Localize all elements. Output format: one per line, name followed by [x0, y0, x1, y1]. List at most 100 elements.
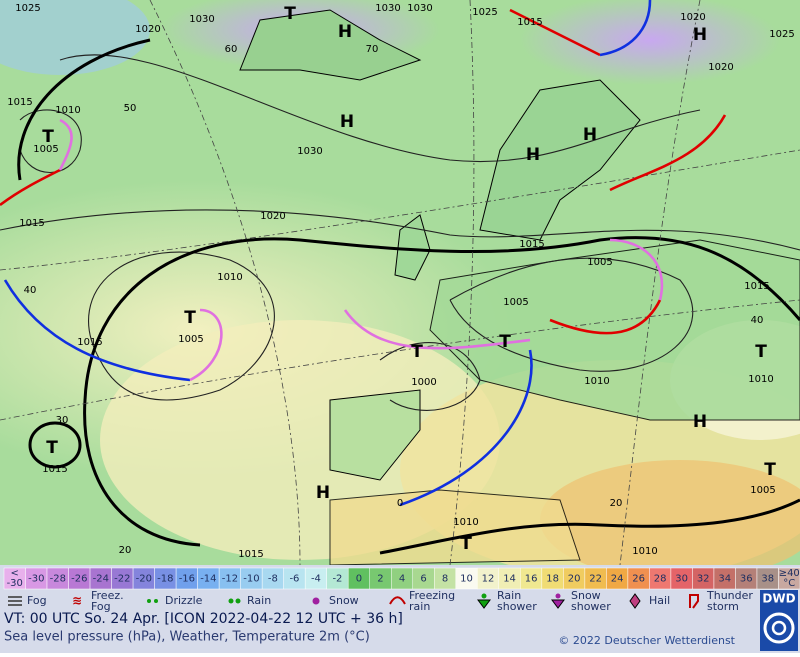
pressure-system: H	[526, 145, 540, 165]
scale-label: 24	[611, 574, 624, 585]
icon: ≋	[72, 594, 82, 608]
description: Sea level pressure (hPa), Weather, Tempe…	[4, 630, 370, 645]
legend-label: Hail	[649, 594, 670, 607]
pressure-system: H	[693, 412, 707, 432]
icon	[312, 597, 320, 605]
scale-label: -20	[136, 574, 152, 585]
isobar-label: 1030	[375, 3, 400, 14]
temperature-label: 0	[397, 498, 403, 509]
icon	[147, 599, 151, 603]
scale-label: 2	[377, 574, 383, 585]
legend-label: rain	[409, 600, 430, 613]
isobar-label: 1015	[7, 97, 32, 108]
legend-label: Rain	[497, 589, 521, 602]
isobar-label: 1020	[708, 62, 733, 73]
scale-label: 6	[420, 574, 426, 585]
pressure-system: T	[411, 342, 423, 362]
scale-label: 4	[399, 574, 405, 585]
scale-label: ≥40	[779, 568, 800, 579]
isobar-label: 1005	[750, 485, 775, 496]
legend-label: Drizzle	[165, 594, 203, 607]
scale-label: -26	[71, 574, 87, 585]
scale-label: -30	[28, 574, 44, 585]
scale-label: -10	[243, 574, 259, 585]
scale-label: 20	[568, 574, 581, 585]
isobar-label: 1030	[297, 146, 322, 157]
scale-label: 34	[718, 574, 731, 585]
isobar-label: 1010	[55, 105, 80, 116]
isobar-label: 1005	[33, 144, 58, 155]
scale-label: 28	[654, 574, 667, 585]
logo-swirl	[771, 620, 787, 636]
legend-label: Rain	[247, 594, 271, 607]
isobar-label: 1015	[77, 337, 102, 348]
isobar-label: 1015	[42, 464, 67, 475]
icon	[154, 599, 158, 603]
isobar-label: 1005	[178, 334, 203, 345]
scale-label: -12	[222, 574, 238, 585]
isobar-label: 1030	[189, 14, 214, 25]
pressure-system: H	[693, 25, 707, 45]
logo-text: DWD	[762, 592, 795, 606]
scale-label: -6	[289, 574, 299, 585]
icon	[551, 599, 565, 609]
isobar-label: 1020	[135, 24, 160, 35]
scale-label: -14	[200, 574, 216, 585]
scale-label: 10	[460, 574, 473, 585]
scale-label: -18	[157, 574, 173, 585]
temperature-label: 20	[119, 545, 132, 556]
isobar-label: 1015	[517, 17, 542, 28]
scale-label: 12	[482, 574, 495, 585]
scale-label: °C	[783, 578, 795, 589]
legend-label: Snow	[571, 589, 601, 602]
icon	[629, 593, 641, 609]
legend-label: Freez.	[91, 589, 124, 602]
scale-cell-over	[778, 567, 800, 590]
pressure-system: T	[499, 332, 511, 352]
isobar-label: 1020	[260, 211, 285, 222]
scale-label: 0	[356, 574, 362, 585]
isobar-label: 1010	[748, 374, 773, 385]
pressure-system: H	[583, 125, 597, 145]
icon	[477, 599, 491, 609]
pressure-system: T	[460, 534, 472, 554]
scale-label: -8	[268, 574, 278, 585]
icon	[481, 593, 487, 599]
scale-label: 14	[503, 574, 516, 585]
isobar-label: 1030	[407, 3, 432, 14]
legend-label: shower	[497, 600, 537, 613]
scale-label: -4	[311, 574, 321, 585]
temperature-label: 40	[24, 285, 37, 296]
legend-label: Snow	[329, 594, 359, 607]
icon	[235, 598, 241, 604]
legend-label: storm	[707, 600, 739, 613]
legend-label: Fog	[91, 600, 111, 613]
scale-label: -24	[93, 574, 109, 585]
isobar-label: 1010	[584, 376, 609, 387]
pressure-system: T	[284, 4, 296, 24]
isobar-label: 1010	[217, 272, 242, 283]
isobar-label: 1005	[503, 297, 528, 308]
scale-label: -16	[179, 574, 195, 585]
temperature-label: 20	[610, 498, 623, 509]
scale-label: 18	[546, 574, 559, 585]
isobar-label: 1015	[744, 281, 769, 292]
scale-label: -30	[7, 578, 23, 589]
scale-label: 30	[675, 574, 688, 585]
pressure-system: T	[46, 438, 58, 458]
legend-label: Fog	[27, 594, 47, 607]
copyright: © 2022 Deutscher Wetterdienst	[558, 634, 735, 647]
bottom-panel: <-30 -30 -28 -26 -24 -22 -20 -18 -16 -14 -12 -10 -8-…	[0, 565, 800, 653]
isobar-label: 1025	[15, 3, 40, 14]
pressure-system: H	[338, 22, 352, 42]
icon	[555, 593, 561, 599]
temperature-label: 50	[124, 103, 137, 114]
isobar-label: 1005	[587, 257, 612, 268]
legend-label: Thunder	[706, 589, 753, 602]
icon	[228, 598, 234, 604]
isobar-label: 1010	[453, 517, 478, 528]
legend-label: Freezing	[409, 589, 455, 602]
isobar-label: 1025	[769, 29, 794, 40]
pressure-system: T	[184, 308, 196, 328]
